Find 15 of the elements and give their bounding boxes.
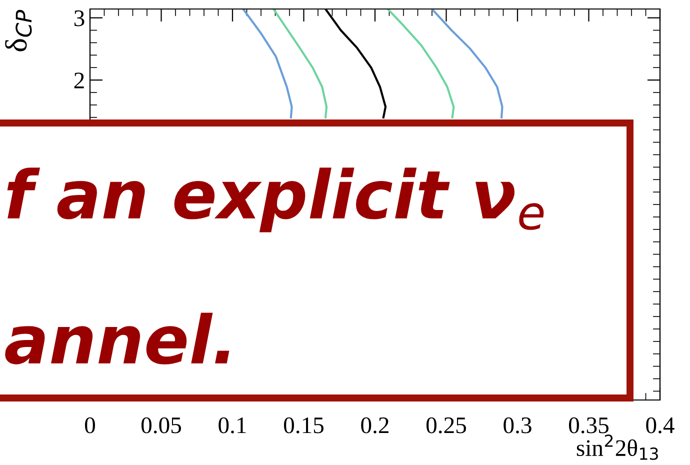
x-tick-label: 0.4 — [646, 417, 674, 434]
x-axis-title: sin$^{2}$2θ$_{13}$ — [576, 434, 658, 460]
x-tick-label: 0.15 — [284, 417, 324, 434]
x-tick-label: 0.05 — [141, 417, 181, 434]
annotation: annel. — [5, 312, 230, 364]
x-tick-label: 0.25 — [426, 417, 466, 434]
annotation: f an explicit ν$_{e}$ — [7, 168, 544, 232]
y-tick-label: 2 — [74, 72, 84, 88]
y-tick-label: 3 — [74, 10, 84, 26]
x-tick-label: 0.1 — [218, 417, 246, 434]
x-tick-label: 0.3 — [504, 417, 532, 434]
x-tick-label: 0.2 — [361, 417, 388, 434]
x-tick-label: 0.35 — [568, 417, 608, 434]
y-axis-title: δ$_{CP}$ — [5, 10, 32, 52]
x-tick-label: 0 — [84, 417, 96, 434]
